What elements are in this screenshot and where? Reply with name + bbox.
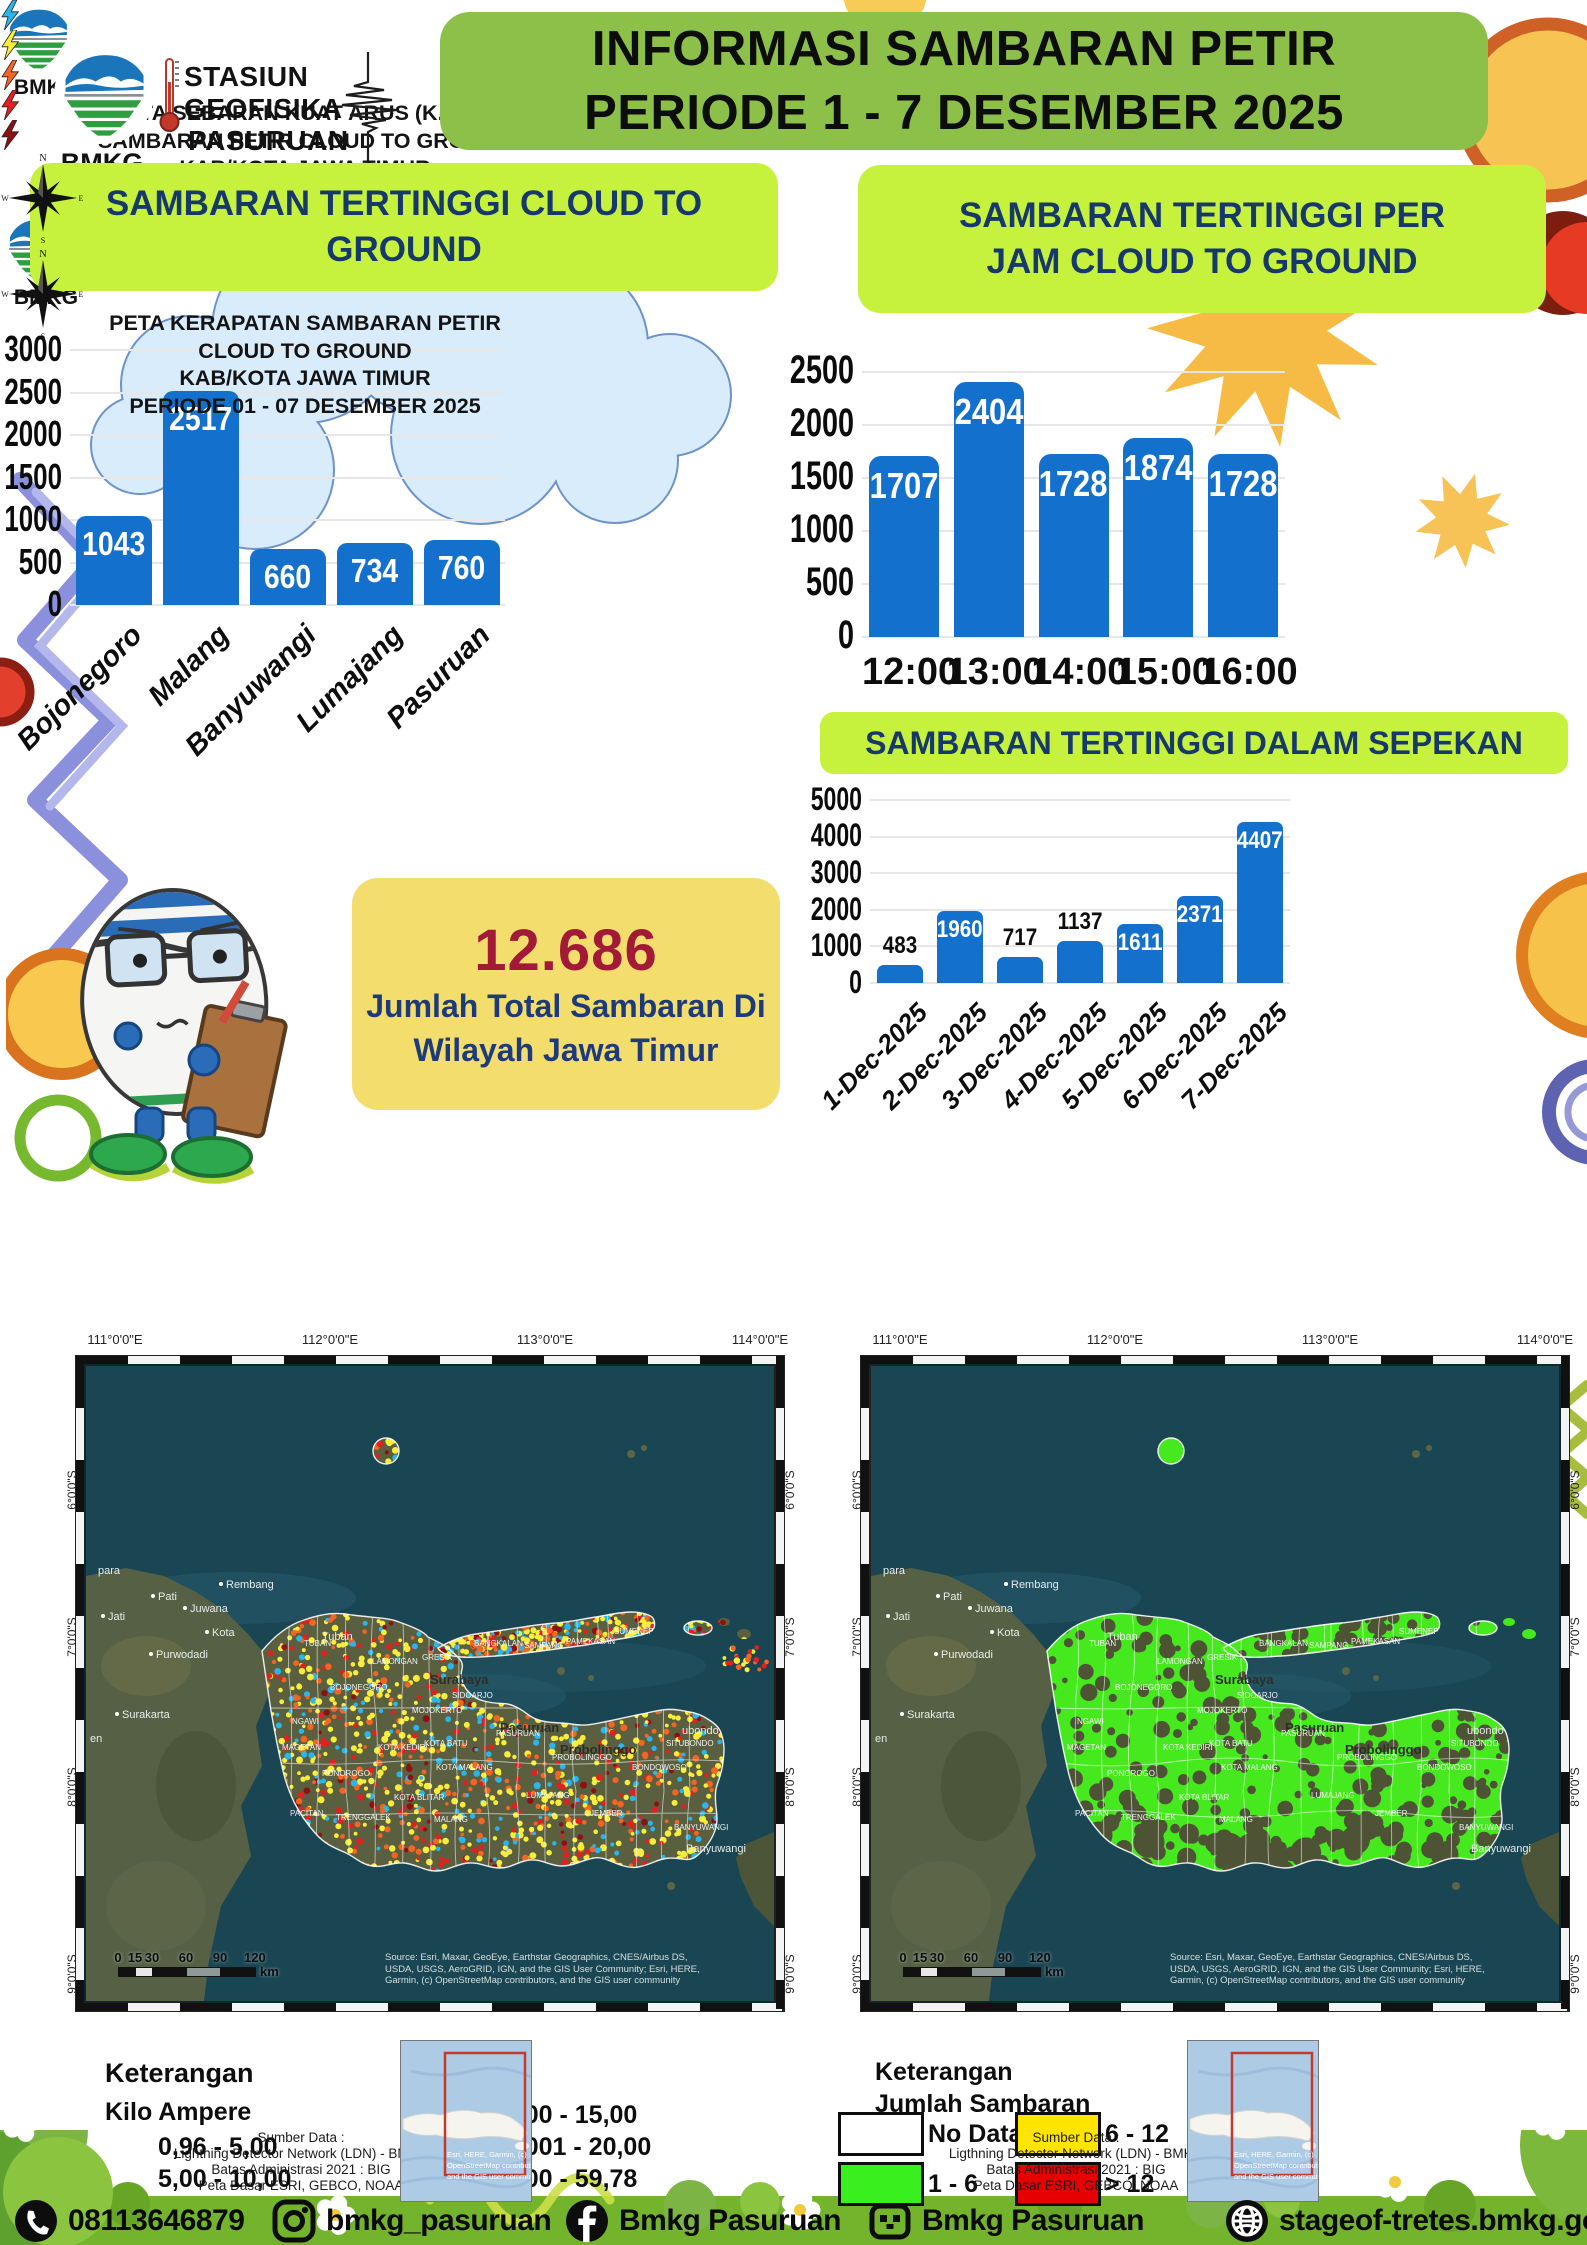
green-ring-decoration (14, 1094, 102, 1182)
station-line-3: PASURUAN (188, 125, 349, 156)
chart2-title: SAMBARAN TERTINGGI PER JAM CLOUD TO GROU… (858, 165, 1546, 313)
poster-title-line-2: PERIODE 1 - 7 DESEMBER 2025 (584, 86, 1344, 140)
chart1-title: SAMBARAN TERTINGGI CLOUD TO GROUND (30, 163, 778, 291)
total-caption-line-2: Wilayah Jawa Timur (413, 1031, 719, 1068)
thermometer-icon (158, 56, 180, 136)
station-line-2: GEOFISIKA (184, 93, 343, 124)
cloud-decoration (90, 235, 732, 550)
total-strikes-box: 12.686 Jumlah Total Sambaran Di Wilayah … (352, 878, 780, 1110)
footer-bush-decoration (0, 2130, 1587, 2245)
header: BMKG STASIUN GEOFISIKA PASURUAN INFORMAS… (0, 0, 1587, 180)
bmkg-logo-icon (52, 42, 156, 146)
poster-title-box: INFORMASI SAMBARAN PETIR PERIODE 1 - 7 D… (440, 12, 1488, 150)
chart3-title: SAMBARAN TERTINGGI DALAM SEPEKAN (820, 712, 1568, 774)
poster-title-line-1: INFORMASI SAMBARAN PETIR (591, 22, 1337, 76)
bmkg-mascot (6, 887, 288, 1184)
seismogram-icon (336, 52, 400, 178)
station-line-1: STASIUN (184, 61, 309, 92)
total-strikes-value: 12.686 (474, 917, 658, 983)
total-caption-line-1: Jumlah Total Sambaran Di (366, 987, 766, 1024)
pencil (218, 979, 250, 1025)
